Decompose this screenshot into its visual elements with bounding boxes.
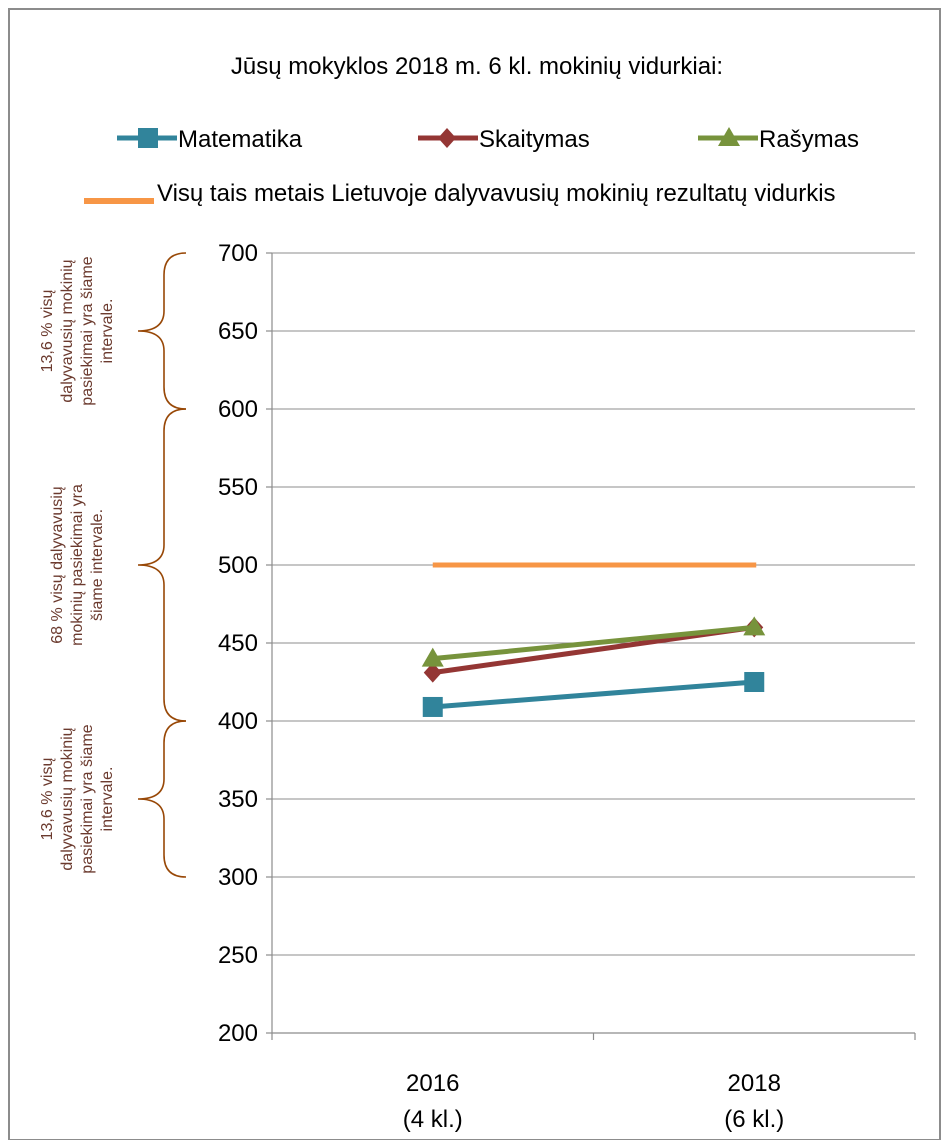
- y-tick-label-600: 600: [218, 396, 258, 423]
- y-tick-label-550: 550: [218, 474, 258, 501]
- legend-item-reference: Visų tais metais Lietuvoje dalyvavusių m…: [84, 180, 836, 207]
- legend-label-rasymas: Rašymas: [759, 126, 859, 153]
- point-matematika-1: [744, 672, 765, 692]
- y-tick-label-500: 500: [218, 552, 258, 579]
- interval-brace-2: [137, 720, 187, 878]
- chart-border: [8, 8, 941, 1140]
- axes: 200 250 300 350 400 450 500 550 600 650 700 2016 (4 …: [218, 240, 916, 1133]
- legend-item-matematika: Matematika: [117, 126, 303, 153]
- point-matematika-0: [422, 696, 443, 717]
- series-layer: [421, 616, 766, 717]
- chart-title: Jūsų mokyklos 2018 m. 6 kl. mokinių vidu…: [231, 53, 723, 80]
- y-tick-label-450: 450: [218, 630, 258, 657]
- y-tick-label-650: 650: [218, 318, 258, 345]
- interval-brackets: 13,6 % visų dalyvavusių mokinių pasiekimai…: [39, 252, 187, 878]
- x-tick-label-2018: 2018 (6 kl.): [724, 1070, 784, 1133]
- legend-item-skaitymas: Skaitymas: [418, 126, 590, 153]
- interval-note-2: 13,6 % visų dalyvavusių mokinių pasiekimai…: [39, 724, 116, 873]
- grid: [272, 252, 915, 956]
- legend-marker-skaitymas: [438, 128, 456, 148]
- legend-marker-matematika: [138, 128, 158, 148]
- interval-brace-1: [137, 408, 187, 722]
- y-tick-label-300: 300: [218, 864, 258, 891]
- legend-item-rasymas: Rašymas: [698, 126, 859, 153]
- legend-label-reference: Visų tais metais Lietuvoje dalyvavusių m…: [157, 180, 836, 207]
- interval-note-0: 13,6 % visų dalyvavusių mokinių pasiekimai…: [39, 256, 116, 405]
- point-ra-ymas-1: [743, 616, 766, 636]
- y-tick-label-400: 400: [218, 708, 258, 735]
- legend-label-skaitymas: Skaitymas: [479, 126, 590, 153]
- interval-brace-0: [137, 252, 187, 410]
- point-ra-ymas-0: [421, 647, 444, 667]
- series-line-matematika: [432, 679, 755, 710]
- x-tick-label-2016: 2016 (4 kl.): [403, 1070, 463, 1133]
- y-tick-label-200: 200: [218, 1020, 258, 1047]
- series-line-ra-ymas: [432, 624, 755, 662]
- legend-marker-rasymas: [718, 127, 740, 146]
- y-tick-label-350: 350: [218, 786, 258, 813]
- point-skaitymas-0: [423, 662, 442, 683]
- legend: Matematika Skaitymas Rašymas Visų tais m…: [84, 126, 859, 207]
- interval-note-1: 68 % visų dalyvavusių mokinių pasiekimai …: [49, 484, 106, 646]
- y-tick-label-700: 700: [218, 240, 258, 267]
- legend-label-matematika: Matematika: [178, 126, 303, 153]
- y-tick-label-250: 250: [218, 942, 258, 969]
